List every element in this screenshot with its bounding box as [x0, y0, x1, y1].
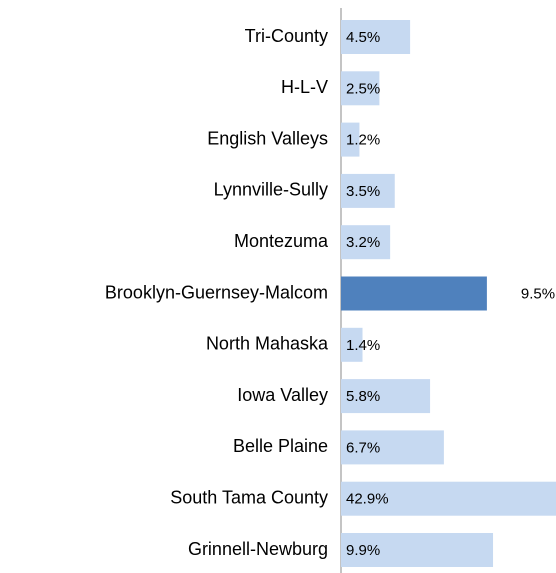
- value-label: 1.2%: [346, 132, 380, 149]
- value-label: 42.9%: [346, 491, 389, 508]
- category-label: Grinnell-Newburg: [188, 539, 328, 559]
- bar: [341, 71, 380, 106]
- category-label: H-L-V: [281, 77, 328, 97]
- value-label: 4.5%: [346, 29, 380, 46]
- value-label: 5.8%: [346, 388, 380, 405]
- bar: [341, 173, 395, 208]
- bar: [341, 379, 431, 414]
- value-label: 2.5%: [346, 80, 380, 97]
- category-label: English Valleys: [207, 128, 328, 148]
- value-label: 3.5%: [346, 183, 380, 200]
- bar: [341, 327, 363, 362]
- value-label: 3.2%: [346, 234, 380, 251]
- bar: [341, 122, 360, 157]
- bar: [341, 430, 444, 465]
- category-label: Brooklyn-Guernsey-Malcom: [105, 282, 328, 302]
- value-label: 9.5%: [521, 285, 555, 302]
- category-label: North Mahaska: [206, 334, 329, 354]
- value-label: 6.7%: [346, 439, 380, 456]
- bar: [341, 20, 411, 54]
- category-label: Tri-County: [245, 26, 328, 46]
- bar: [341, 533, 494, 567]
- bar: [341, 276, 487, 311]
- bar: [341, 225, 391, 260]
- value-label: 1.4%: [346, 337, 380, 354]
- category-label: Belle Plaine: [233, 436, 328, 456]
- bar: [341, 481, 556, 516]
- value-label: 9.9%: [346, 542, 380, 559]
- category-label: South Tama County: [170, 487, 328, 507]
- category-label: Iowa Valley: [237, 385, 328, 405]
- category-label: Lynnville-Sully: [214, 180, 328, 200]
- category-label: Montezuma: [234, 231, 329, 251]
